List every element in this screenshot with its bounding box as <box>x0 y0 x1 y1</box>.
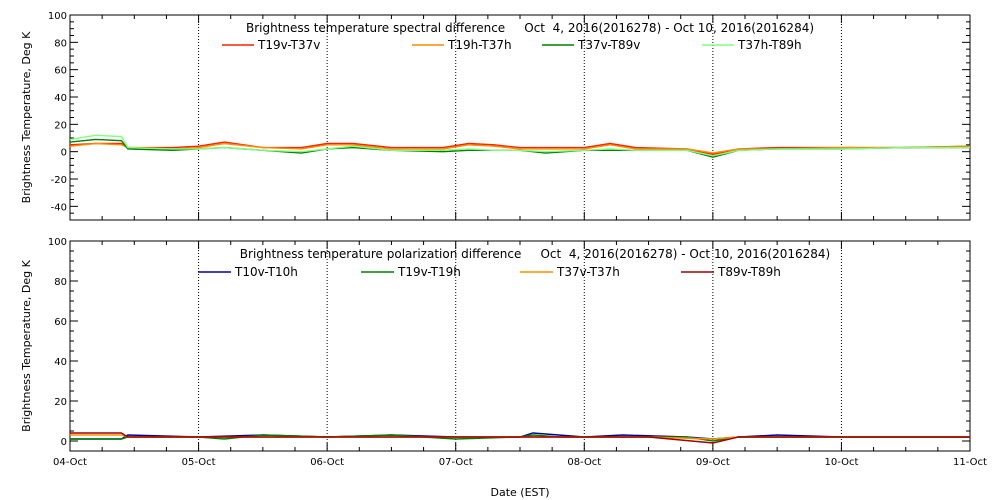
y-tick-label: 20 <box>54 120 67 131</box>
y-tick-label: 0 <box>61 437 67 448</box>
x-tick-label: 07-Oct <box>439 457 473 468</box>
x-tick-label: 09-Oct <box>696 457 730 468</box>
legend-label: T89v-T89h <box>717 265 781 279</box>
y-tick-label: 20 <box>54 397 67 408</box>
y-tick-label: 100 <box>48 11 67 22</box>
legend: T10v-T10h T19v-T19h T37v-T37h T89v-T89h <box>198 265 781 279</box>
legend-label: T19h-T37h <box>447 38 512 52</box>
x-tick-label: 08-Oct <box>567 457 601 468</box>
y-tick-label: 40 <box>54 357 67 368</box>
legend-label: T19v-T19h <box>397 265 461 279</box>
y-tick-label: -40 <box>51 202 67 213</box>
x-tick-label: 11-Oct <box>953 457 987 468</box>
y-axis-title: Brightness Temperature, Deg K <box>20 31 33 203</box>
chart-title: Brightness temperature polarization diff… <box>240 247 830 261</box>
y-tick-label: 40 <box>54 93 67 104</box>
x-tick-label: 10-Oct <box>824 457 858 468</box>
legend-label: T10v-T10h <box>234 265 298 279</box>
legend-label: T37v-T37h <box>556 265 620 279</box>
y-tick-label: -20 <box>51 175 67 186</box>
y-tick-label: 60 <box>54 66 67 77</box>
series-line-T37h-T89h <box>70 134 970 157</box>
plot-frame <box>69 14 971 221</box>
chart-panel-2: 0 20 40 60 80 100 04-Oct 05-Oct 06-Oct 07-Oct 08-O… <box>20 237 987 499</box>
y-tick-label: 60 <box>54 317 67 328</box>
y-tick-label: 80 <box>54 38 67 49</box>
chart-panel-1: -40 -20 0 20 40 60 80 100 Brightness Temperature… <box>20 11 971 221</box>
y-tick-label: 100 <box>48 237 67 248</box>
chart-title: Brightness temperature spectral differen… <box>246 21 814 35</box>
y-tick-label: 0 <box>61 148 67 159</box>
series-line-T19v-T19h <box>70 434 970 442</box>
y-tick-label: 80 <box>54 277 67 288</box>
x-tick-label: 04-Oct <box>53 457 87 468</box>
y-axis-title: Brightness Temperature, Deg K <box>20 259 33 431</box>
legend: T19v-T37v T19h-T37h T37v-T89v T37h-T89h <box>222 38 802 52</box>
x-tick-label: 05-Oct <box>182 457 216 468</box>
series-line-T89v-T89h <box>70 432 970 444</box>
legend-label: T37h-T89h <box>737 38 802 52</box>
legend-label: T37v-T89v <box>577 38 640 52</box>
x-tick-label: 06-Oct <box>310 457 344 468</box>
x-axis-title: Date (EST) <box>490 486 549 499</box>
legend-label: T19v-T37v <box>257 38 320 52</box>
